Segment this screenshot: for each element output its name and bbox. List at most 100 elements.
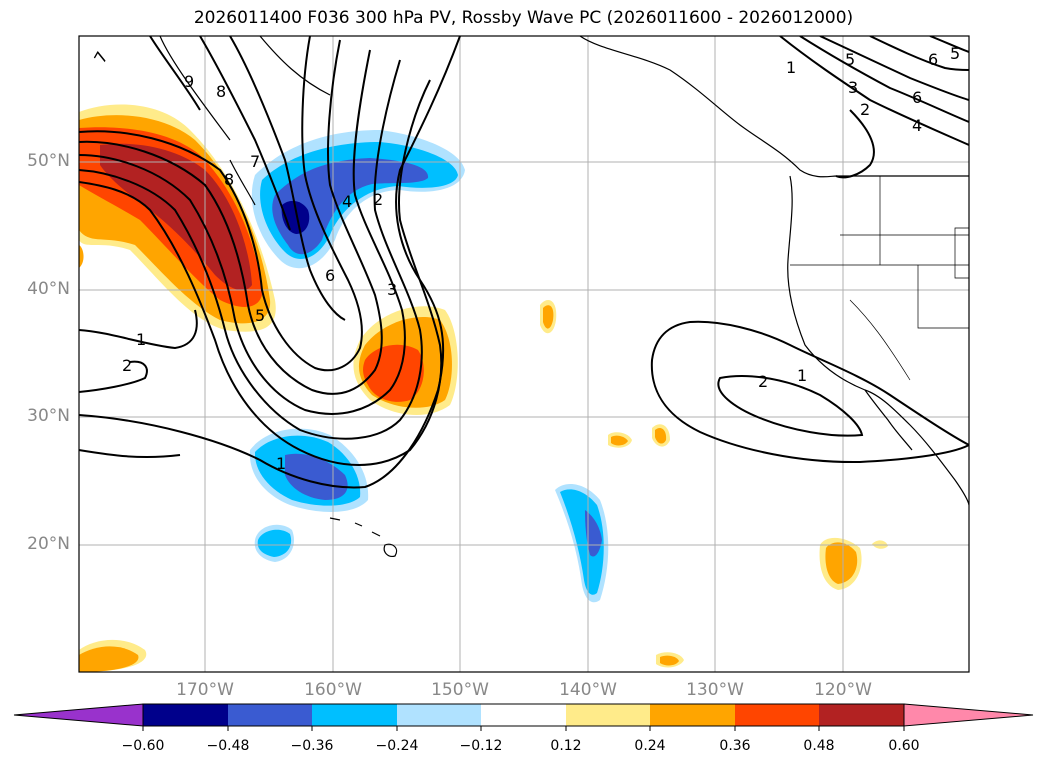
contour-13 [650, 320, 969, 464]
colorbar-segment-4 [397, 704, 481, 726]
contour-19 [929, 36, 969, 53]
map-frame [78, 35, 970, 673]
contour-label: 5 [950, 44, 961, 63]
colorbar-segment-9 [819, 704, 904, 726]
contour-1 [79, 36, 461, 489]
pv-contours [79, 36, 969, 489]
figure-title: 2026011400 F036 300 hPa PV, Rossby Wave … [193, 8, 854, 28]
colorbar-frame [142, 703, 905, 727]
positive-anomaly-northwest-darkred [100, 143, 252, 291]
colorbar-label: −0.60 [121, 738, 165, 754]
positive-anomaly-edge-west [79, 245, 84, 268]
colorbar-segment-8 [735, 704, 819, 726]
contour-label: 1 [786, 58, 797, 77]
lat-label-20n: 20°N [27, 534, 70, 554]
contour-7 [229, 36, 346, 321]
contour-label: 5 [255, 306, 266, 325]
coastlines [159, 36, 969, 557]
alaska-coast [579, 36, 837, 178]
contour-label: 5 [845, 50, 856, 69]
contour-label: 2 [860, 100, 871, 119]
lon-label-130w: 130°W [686, 680, 744, 700]
positive-anomaly-small-4-orange [825, 542, 858, 584]
lon-label-120w: 120°W [814, 680, 872, 700]
colorbar-extend-low [13, 703, 144, 727]
contour-label: 8 [224, 170, 235, 189]
colorbar-segment-7 [650, 704, 735, 726]
contour-label: 9 [184, 72, 195, 91]
colorbar-label: −0.24 [375, 738, 419, 754]
positive-anomaly-small-6-orange [79, 646, 139, 672]
contour-label: 7 [250, 152, 261, 171]
colorbar-label: 0.24 [634, 738, 666, 754]
state-border-4 [917, 265, 969, 329]
contour-label: 1 [276, 454, 287, 473]
contour-label: 6 [928, 50, 939, 69]
contour-10 [79, 309, 198, 350]
state-border-5 [849, 299, 911, 381]
positive-anomaly-small-3-orange [655, 428, 667, 444]
negative-anomaly-north-blue [272, 158, 429, 255]
lat-label-30n: 30°N [27, 406, 70, 426]
lat-label-40n: 40°N [27, 279, 70, 299]
contour-label: 8 [216, 82, 227, 101]
contour-17 [819, 36, 969, 101]
contour-3 [79, 59, 423, 440]
contour-label: 2 [758, 372, 769, 391]
contour-label: 1 [136, 330, 147, 349]
colorbar-segment-3 [312, 704, 397, 726]
contour-label: 6 [325, 266, 336, 285]
colorbar-label: −0.12 [459, 738, 503, 754]
colorbar-segment-1 [143, 704, 228, 726]
contour-15 [779, 36, 969, 146]
colorbar-label: 0.36 [719, 738, 751, 754]
colorbar-segment-6 [566, 704, 650, 726]
contour-5 [79, 39, 383, 395]
colorbar-label: 0.60 [888, 738, 920, 754]
map-area [79, 36, 969, 672]
contour-18 [869, 36, 969, 71]
negative-anomaly-east-cyan [560, 489, 604, 595]
contour-16 [799, 36, 969, 123]
positive-anomaly-small-1-orange [543, 305, 554, 329]
lon-label-160w: 160°W [304, 680, 362, 700]
gridlines [79, 36, 969, 672]
negative-anomaly-south-blue [285, 453, 348, 500]
contour-label: 2 [122, 356, 133, 375]
colorbar-label: −0.48 [206, 738, 250, 754]
colorbar [13, 703, 1034, 731]
colorbar-segment-5 [481, 704, 566, 726]
contour-14 [717, 375, 864, 437]
lon-label-140w: 140°W [559, 680, 617, 700]
contour-6 [79, 36, 363, 372]
state-border-6 [954, 227, 969, 279]
negative-anomaly-small-west-cyan [257, 529, 292, 557]
contour-label: 4 [912, 116, 923, 135]
contour-label: 6 [912, 88, 923, 107]
colorbar-label: 0.48 [803, 738, 835, 754]
contour-4 [79, 49, 406, 415]
colorbar-label: 0.12 [550, 738, 582, 754]
contour-label: 1 [797, 366, 808, 385]
west-coast [787, 175, 969, 506]
colorbar-extend-high [903, 703, 1034, 727]
lon-label-150w: 150°W [431, 680, 489, 700]
positive-anomaly-small-7-orange [660, 655, 679, 666]
contour-20 [835, 109, 875, 179]
contour-8 [199, 36, 291, 231]
contour-label: 4 [342, 192, 353, 211]
contour-label: 3 [387, 280, 398, 299]
contour-2 [79, 79, 443, 466]
contour-label: 3 [848, 78, 859, 97]
contour-12 [79, 449, 181, 459]
filled-anomalies [79, 104, 888, 672]
colorbar-segment-2 [228, 704, 312, 726]
contour-9 [149, 36, 201, 111]
positive-anomaly-small-2-orange [611, 435, 628, 446]
baja-california [864, 389, 913, 451]
hawaii-islands [329, 517, 398, 557]
aleutian-coast [159, 36, 331, 206]
contour-label: 2 [373, 190, 384, 209]
lat-label-50n: 50°N [27, 151, 70, 171]
